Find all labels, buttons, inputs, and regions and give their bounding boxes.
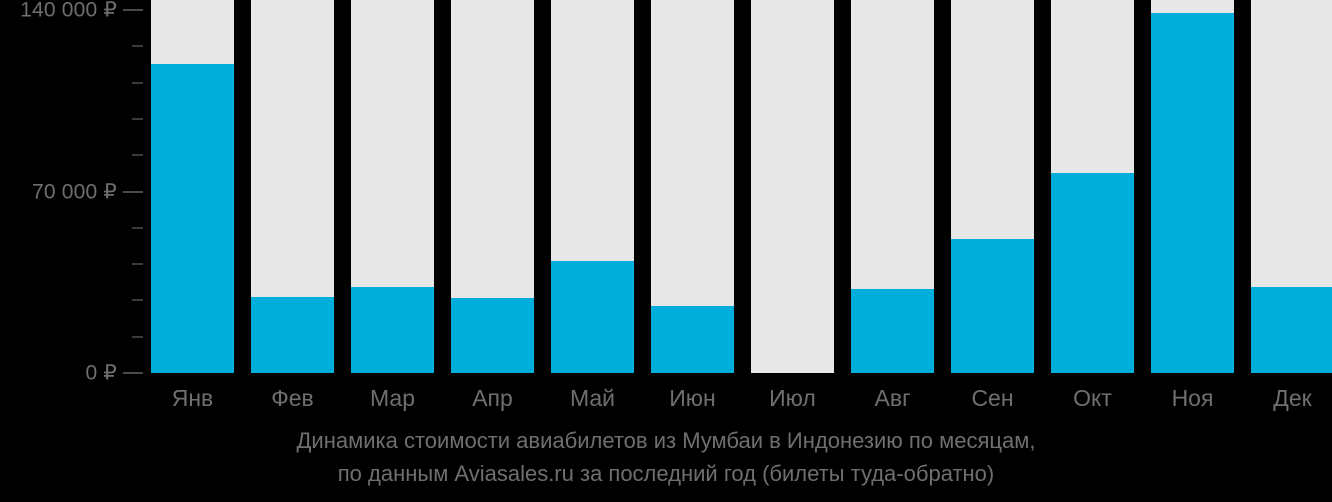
y-axis-tick [132, 226, 143, 229]
bar-fill [451, 297, 534, 373]
x-axis-label-май: Май [569, 385, 616, 411]
bar-track [751, 0, 834, 373]
y-axis-tick [132, 81, 143, 84]
y-axis-tick [132, 154, 143, 157]
x-axis-label-апр: Апр [472, 385, 513, 411]
y-axis-tick [132, 299, 143, 302]
y-axis-tick [132, 45, 143, 48]
x-axis-label-мар: Мар [369, 385, 415, 411]
bar-сен[interactable] [951, 0, 1034, 373]
bar-авг[interactable] [851, 0, 934, 373]
y-axis-tick [123, 372, 143, 374]
bar-май[interactable] [551, 0, 634, 373]
bar-fill [1051, 173, 1134, 373]
bar-fill [551, 261, 634, 373]
y-axis-tick [123, 9, 143, 11]
bar-июл[interactable] [751, 0, 834, 373]
chart-caption: Динамика стоимости авиабилетов из Мумбаи… [0, 424, 1332, 490]
bar-fill [851, 288, 934, 373]
bar-окт[interactable] [1051, 0, 1134, 373]
x-axis-label-окт: Окт [1073, 385, 1112, 411]
bar-fill [651, 306, 734, 373]
y-axis-tick [132, 117, 143, 120]
bar-дек[interactable] [1251, 0, 1332, 373]
y-axis-label: 0 ₽ [85, 361, 117, 385]
bar-fill [151, 64, 234, 373]
x-axis: Янв Фев Мар Апр Май Июн Июл Авг Сен Окт Ноя Дек [151, 373, 1332, 421]
bar-мар[interactable] [351, 0, 434, 373]
bar-ноя[interactable] [1151, 0, 1234, 373]
bar-fill [1251, 286, 1332, 373]
caption-line-1: Динамика стоимости авиабилетов из Мумбаи… [296, 428, 1036, 453]
caption-line-2: по данным Aviasales.ru за последний год … [337, 461, 995, 486]
y-axis-label: 140 000 ₽ [20, 0, 117, 22]
x-axis-label-июн: Июн [669, 385, 716, 411]
bar-апр[interactable] [451, 0, 534, 373]
bar-fill [1151, 13, 1234, 373]
y-axis-label: 70 000 ₽ [31, 180, 117, 203]
x-axis-label-янв: Янв [171, 385, 214, 411]
plot-area [151, 0, 1332, 373]
y-axis: 140 000 ₽ 70 000 ₽ 0 ₽ [0, 0, 151, 384]
y-axis-tick [132, 335, 143, 338]
bar-янв[interactable] [151, 0, 234, 373]
bar-фев[interactable] [251, 0, 334, 373]
bar-fill [951, 239, 1034, 373]
x-axis-label-авг: Авг [874, 385, 911, 411]
bar-июн[interactable] [651, 0, 734, 373]
x-axis-label-дек: Дек [1273, 385, 1312, 411]
y-axis-tick [123, 190, 143, 193]
x-axis-label-июл: Июл [769, 385, 816, 411]
x-axis-label-ноя: Ноя [1171, 385, 1214, 411]
bar-fill [251, 296, 334, 373]
x-axis-label-фев: Фев [271, 385, 314, 411]
bar-fill [351, 286, 434, 373]
x-axis-label-сен: Сен [971, 385, 1014, 411]
y-axis-tick [132, 263, 143, 266]
